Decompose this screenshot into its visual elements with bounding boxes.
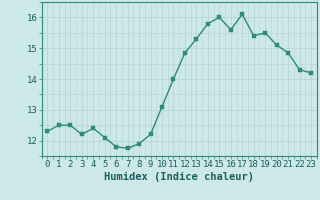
- X-axis label: Humidex (Indice chaleur): Humidex (Indice chaleur): [104, 172, 254, 182]
